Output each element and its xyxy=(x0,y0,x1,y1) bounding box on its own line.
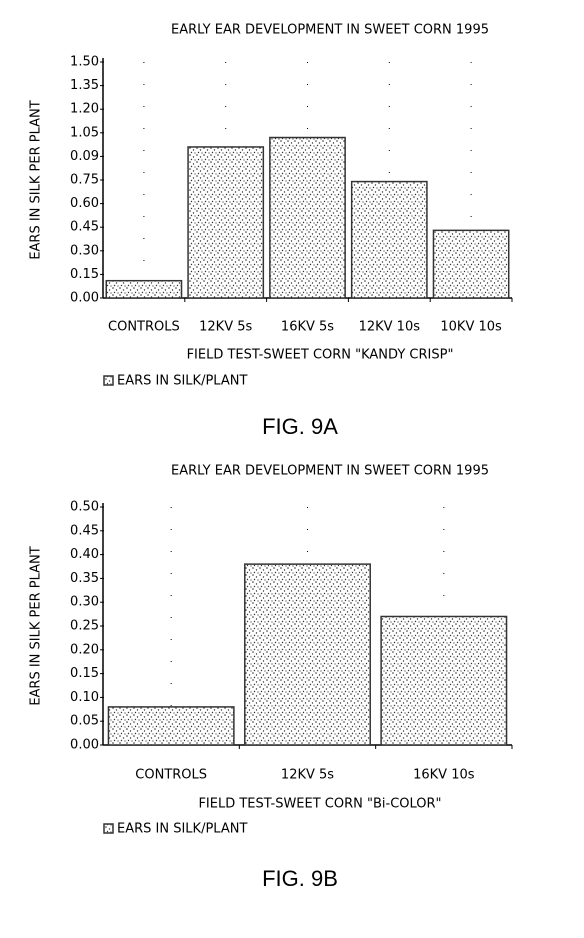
chart-title: EARLY EAR DEVELOPMENT IN SWEET CORN 1995 xyxy=(171,23,489,38)
legend-label: EARS IN SILK/PLANT xyxy=(117,822,247,837)
x-tick-label: 12KV 5s xyxy=(281,768,334,783)
y-tick-label: 0.60 xyxy=(70,196,99,211)
y-axis-label: EARS IN SILK PER PLANT xyxy=(29,546,44,705)
y-tick-label: 0.09 xyxy=(70,149,99,164)
figure-caption: FIG. 9A xyxy=(262,414,338,439)
bar xyxy=(350,180,428,299)
x-tick-label: CONTROLS xyxy=(135,768,207,783)
y-tick-label: 0.30 xyxy=(70,595,99,610)
y-tick-label: 0.40 xyxy=(70,547,99,562)
y-tick-label: 0.45 xyxy=(70,220,99,235)
x-tick-label: CONTROLS xyxy=(108,320,180,335)
y-tick-label: 0.05 xyxy=(70,714,99,729)
y-tick-label: 1.20 xyxy=(70,102,99,117)
chart-title: EARLY EAR DEVELOPMENT IN SWEET CORN 1995 xyxy=(171,464,489,479)
bar xyxy=(105,279,183,299)
x-tick-label: 12KV 10s xyxy=(359,320,421,335)
x-tick-label: 16KV 5s xyxy=(281,320,334,335)
bar xyxy=(244,563,371,746)
y-tick-label: 0.35 xyxy=(70,571,99,586)
x-tick-label: 16KV 10s xyxy=(413,768,475,783)
bar xyxy=(269,136,346,299)
legend-label: EARS IN SILK/PLANT xyxy=(117,374,247,389)
y-tick-label: 0.75 xyxy=(70,173,99,188)
bar xyxy=(107,706,235,746)
figure-caption: FIG. 9B xyxy=(262,866,338,891)
y-tick-label: 0.15 xyxy=(70,666,99,681)
y-tick-label: 0.25 xyxy=(70,619,99,634)
y-tick-label: 0.15 xyxy=(70,267,99,282)
y-tick-label: 1.50 xyxy=(70,55,99,70)
x-tick-label: 10KV 10s xyxy=(440,320,502,335)
y-tick-label: 0.00 xyxy=(70,738,99,753)
x-axis-label: FIELD TEST-SWEET CORN "Bi-COLOR" xyxy=(198,797,441,812)
bar xyxy=(432,229,510,299)
y-tick-label: 1.35 xyxy=(70,78,99,93)
bar xyxy=(380,615,508,746)
y-tick-label: 1.05 xyxy=(70,125,99,140)
x-axis-label: FIELD TEST-SWEET CORN "KANDY CRISP" xyxy=(187,348,454,363)
y-tick-label: 0.30 xyxy=(70,243,99,258)
y-tick-label: 0.20 xyxy=(70,642,99,657)
y-tick-label: 0.45 xyxy=(70,523,99,538)
y-tick-label: 0.10 xyxy=(70,690,99,705)
y-tick-label: 0.00 xyxy=(70,291,99,306)
x-tick-label: 12KV 5s xyxy=(199,320,252,335)
bar xyxy=(187,146,265,299)
y-tick-label: 0.50 xyxy=(70,500,99,515)
y-axis-label: EARS IN SILK PER PLANT xyxy=(29,100,44,259)
legend-swatch xyxy=(103,823,114,834)
legend-swatch xyxy=(103,375,114,386)
